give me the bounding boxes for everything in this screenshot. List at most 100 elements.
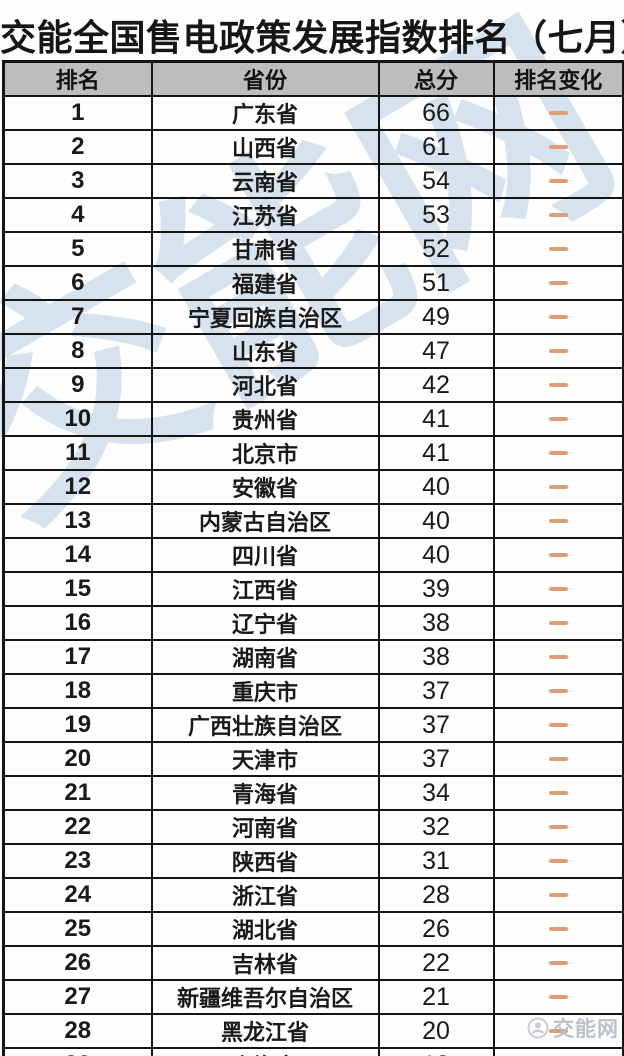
- jiaoneng-logo-text: 交能网: [553, 1018, 619, 1041]
- province-cell: 新疆维吾尔自治区: [150, 979, 380, 1015]
- change-cell: [492, 299, 624, 335]
- table-row: 27 新疆维吾尔自治区 21: [2, 979, 624, 1015]
- page-title: 交能全国售电政策发展指数排名（七月）: [0, 17, 624, 58]
- score-cell: 28: [377, 877, 495, 913]
- rank-cell: 16: [2, 605, 153, 641]
- score-cell: 51: [377, 265, 495, 301]
- rank-cell: 12: [2, 469, 153, 505]
- no-change-dash-icon: [548, 825, 568, 829]
- no-change-dash-icon: [548, 349, 568, 353]
- column-header-rank: 排名: [2, 60, 153, 97]
- table-header: 排名 省份 总分 排名变化: [2, 60, 624, 97]
- province-cell: 吉林省: [150, 945, 380, 981]
- rank-cell: 15: [2, 571, 153, 607]
- no-change-dash-icon: [548, 519, 568, 523]
- score-cell: 37: [377, 707, 495, 743]
- table-row: 11 北京市 41: [2, 435, 624, 471]
- change-cell: [492, 843, 624, 879]
- province-cell: 山东省: [150, 333, 380, 369]
- change-cell: [492, 537, 624, 573]
- change-cell: [492, 1013, 624, 1049]
- change-cell: [492, 877, 624, 913]
- no-change-dash-icon: [548, 621, 568, 625]
- no-change-dash-icon: [548, 281, 568, 285]
- table-row: 3 云南省 54: [2, 163, 624, 199]
- province-cell: 福建省: [150, 265, 380, 301]
- table-row: 29上海市18: [2, 1047, 624, 1056]
- change-cell: [492, 673, 624, 709]
- no-change-dash-icon: [548, 655, 568, 659]
- score-cell: 41: [377, 401, 495, 437]
- change-cell: [492, 707, 624, 743]
- no-change-dash-icon: [548, 145, 568, 149]
- no-change-dash-icon: [548, 757, 568, 761]
- table-row: 6 福建省 51: [2, 265, 624, 301]
- province-cell: 湖南省: [150, 639, 380, 675]
- no-change-dash-icon: [548, 689, 568, 693]
- rank-cell: 11: [2, 435, 153, 471]
- no-change-dash-icon: [548, 859, 568, 863]
- no-change-dash-icon: [548, 1029, 568, 1033]
- change-cell: [492, 231, 624, 267]
- change-cell: [492, 95, 624, 131]
- province-cell: 黑龙江省: [150, 1013, 380, 1049]
- score-cell: 37: [377, 741, 495, 777]
- table-row: 1 广东省 66: [2, 95, 624, 131]
- table-row: 12 安徽省 40: [2, 469, 624, 505]
- ranking-table: 排名 省份 总分 排名变化 1 广东省 66 2 山西省 61 3 云南省 54 4 江苏省 53 5 甘…: [2, 60, 624, 1056]
- no-change-dash-icon: [548, 995, 568, 999]
- rank-cell: 26: [2, 945, 153, 981]
- score-cell: 52: [377, 231, 495, 267]
- table-row: 10 贵州省 41: [2, 401, 624, 437]
- score-cell: 34: [377, 775, 495, 811]
- change-cell: [492, 503, 624, 539]
- column-header-province: 省份: [150, 60, 380, 97]
- province-cell: 天津市: [150, 741, 380, 777]
- table-row: 2 山西省 61: [2, 129, 624, 165]
- score-cell: 26: [377, 911, 495, 947]
- province-cell: 四川省: [150, 537, 380, 573]
- score-cell: 31: [377, 843, 495, 879]
- rank-cell: 10: [2, 401, 153, 437]
- rank-cell: 6: [2, 265, 153, 301]
- province-cell: 上海市: [150, 1047, 380, 1056]
- no-change-dash-icon: [548, 247, 568, 251]
- change-cell: [492, 979, 624, 1015]
- no-change-dash-icon: [548, 927, 568, 931]
- no-change-dash-icon: [548, 315, 568, 319]
- rank-cell: 7: [2, 299, 153, 335]
- score-cell: 66: [377, 95, 495, 131]
- rank-cell: 21: [2, 775, 153, 811]
- no-change-dash-icon: [548, 451, 568, 455]
- no-change-dash-icon: [548, 213, 568, 217]
- rank-cell: 13: [2, 503, 153, 539]
- score-cell: 38: [377, 639, 495, 675]
- no-change-dash-icon: [548, 893, 568, 897]
- table-row: 21 青海省 34: [2, 775, 624, 811]
- no-change-dash-icon: [548, 485, 568, 489]
- province-cell: 宁夏回族自治区: [150, 299, 380, 335]
- rank-cell: 1: [2, 95, 153, 131]
- change-cell: [492, 469, 624, 505]
- table-body: 1 广东省 66 2 山西省 61 3 云南省 54 4 江苏省 53 5 甘肃省 52 6 福建省 51 7 宁夏回…: [2, 95, 624, 1056]
- province-cell: 浙江省: [150, 877, 380, 913]
- table-row: 19 广西壮族自治区 37: [2, 707, 624, 743]
- change-cell: [492, 197, 624, 233]
- table-row: 24 浙江省 28: [2, 877, 624, 913]
- rank-cell: 5: [2, 231, 153, 267]
- province-cell: 山西省: [150, 129, 380, 165]
- change-cell: [492, 775, 624, 811]
- province-cell: 河北省: [150, 367, 380, 403]
- change-cell: [492, 163, 624, 199]
- province-cell: 陕西省: [150, 843, 380, 879]
- table-row: 23 陕西省 31: [2, 843, 624, 879]
- table-row: 25 湖北省 26: [2, 911, 624, 947]
- no-change-dash-icon: [548, 383, 568, 387]
- score-cell: 37: [377, 673, 495, 709]
- jiaoneng-logo: 交能网: [526, 1013, 619, 1043]
- change-cell: [492, 129, 624, 165]
- province-cell: 广西壮族自治区: [150, 707, 380, 743]
- province-cell: 河南省: [150, 809, 380, 845]
- change-cell: [492, 333, 624, 369]
